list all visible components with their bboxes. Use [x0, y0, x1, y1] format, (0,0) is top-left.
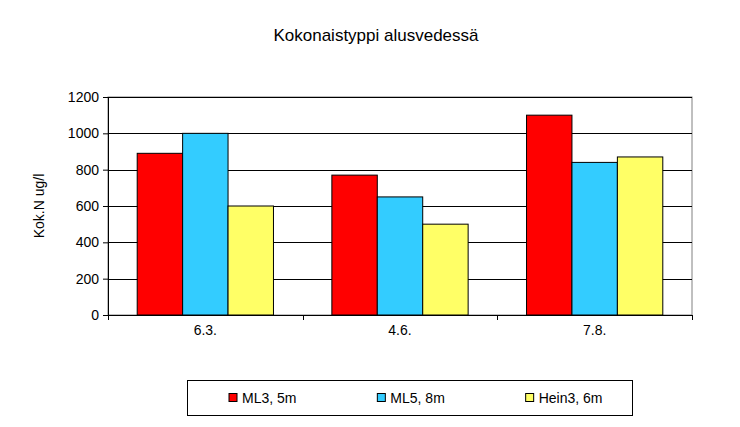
bar [228, 206, 273, 315]
chart: Kokonaistyppi alusvedessä Kok.N ug/l 0 200 4… [0, 0, 740, 427]
bar [332, 175, 377, 315]
y-axis-line [103, 98, 109, 316]
bar [617, 157, 662, 315]
y-tick: 800 [76, 162, 108, 178]
y-tick: 1200 [68, 89, 108, 105]
bar [423, 224, 468, 315]
x-tick: 4.6. [388, 315, 411, 338]
x-tick-label: 6.3. [194, 322, 217, 338]
grid-line [108, 97, 692, 98]
title: Kokonaistyppi alusvedessä [273, 26, 479, 45]
plot-frame [108, 97, 692, 315]
y-tick-label: 0 [91, 307, 99, 323]
bar [527, 115, 572, 315]
x-tick-label: 7.8. [583, 322, 606, 338]
legend-box [188, 381, 633, 416]
x-tick-label: 4.6. [388, 322, 411, 338]
y-tick-mark [103, 133, 108, 134]
legend: ML3, 5m ML5, 8m Hein3, 6m [188, 381, 633, 416]
y-tick-mark [103, 315, 108, 316]
x-axis: 6.3. 4.6. 7.8. [109, 315, 693, 338]
legend-label: Hein3, 6m [539, 390, 603, 406]
bars [137, 115, 663, 315]
y-tick: 200 [76, 271, 108, 287]
bar [183, 133, 228, 315]
y-tick-label: 800 [76, 162, 100, 178]
y-tick-label: 1200 [68, 89, 99, 105]
y-axis-title: Kok.N ug/l [31, 174, 47, 239]
y-tick: 0 [91, 307, 108, 323]
y-tick-mark [103, 279, 108, 280]
y-tick-mark [103, 170, 108, 171]
y-tick-label: 600 [76, 198, 100, 214]
x-tick: 7.8. [583, 315, 606, 338]
y-tick-mark [103, 242, 108, 243]
category-separators [109, 315, 693, 320]
bar [377, 197, 422, 315]
y-tick: 1000 [68, 125, 108, 141]
legend-swatch [526, 394, 534, 402]
y-tick-label: 400 [76, 234, 100, 250]
legend-label: ML5, 8m [390, 390, 444, 406]
y-tick-label: 1000 [68, 125, 99, 141]
grid-line [108, 315, 692, 316]
x-tick: 6.3. [194, 315, 217, 338]
x-axis-line [109, 315, 693, 316]
bar [137, 153, 182, 315]
y-tick-mark [103, 97, 108, 98]
legend-label: ML3, 5m [242, 390, 296, 406]
legend-swatch [377, 394, 385, 402]
y-tick: 400 [76, 234, 108, 250]
y-tick-label: 200 [76, 271, 100, 287]
y-tick: 600 [76, 198, 108, 214]
bar [572, 162, 617, 315]
y-tick-mark [103, 206, 108, 207]
y-axis: 0 200 400 600 800 1000 1200 [68, 89, 109, 323]
grid [108, 98, 692, 316]
legend-swatch [229, 394, 237, 402]
